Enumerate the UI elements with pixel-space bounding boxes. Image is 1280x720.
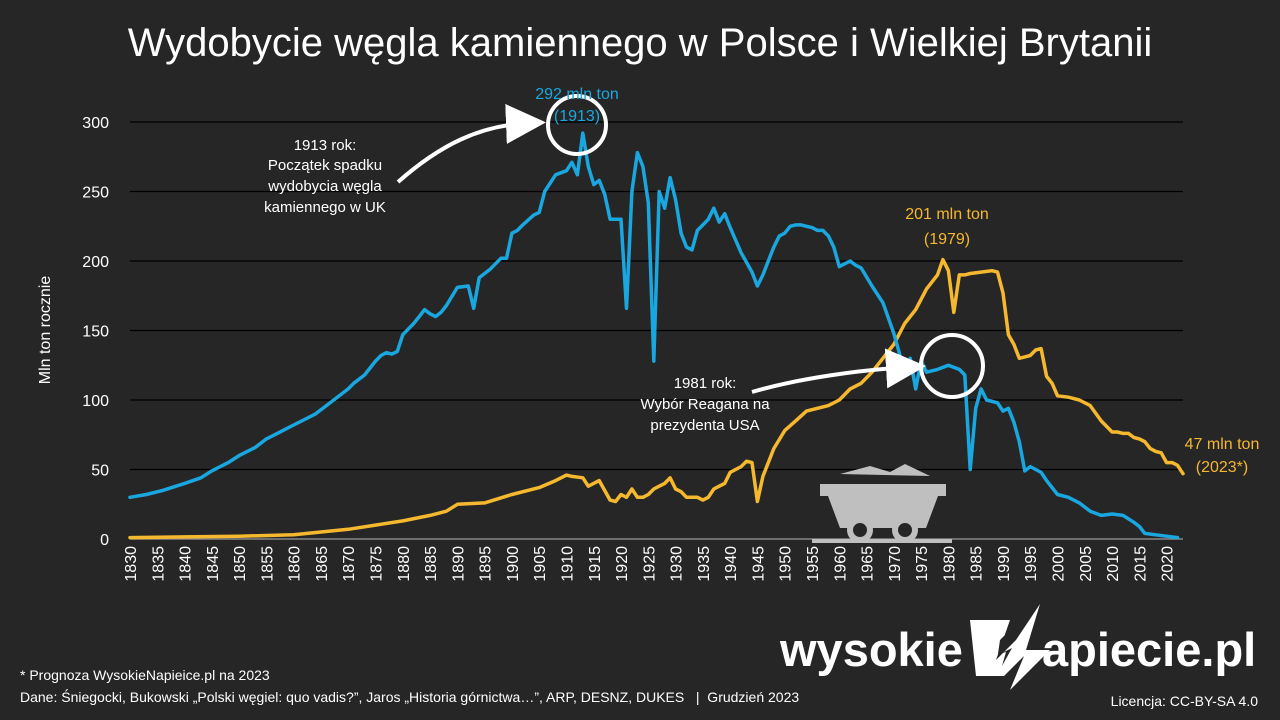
x-tick-label: 1845 xyxy=(205,546,222,582)
x-tick-label: 1980 xyxy=(941,546,958,582)
uk-peak-value: 292 mln ton xyxy=(535,86,619,103)
footer-license: Licencja: CC-BY-SA 4.0 xyxy=(1111,693,1259,709)
series-line-uk xyxy=(128,131,1180,540)
x-tick-label: 1955 xyxy=(805,546,822,582)
x-tick-label: 1905 xyxy=(532,546,549,582)
x-tick-label: 1945 xyxy=(750,546,767,582)
x-tick-label: 1940 xyxy=(723,546,740,582)
x-tick-label: 1930 xyxy=(669,546,686,582)
footer-forecast: * Prognoza WysokieNapieice.pl na 2023 xyxy=(20,667,270,683)
x-tick-label: 1970 xyxy=(887,546,904,582)
note-1913-line: kamiennego w UK xyxy=(264,199,386,216)
peak-1913-circle xyxy=(546,94,608,156)
chart-title: Wydobycie węgla kamiennego w Polsce i Wi… xyxy=(128,21,1153,65)
x-tick-label: 1835 xyxy=(150,546,167,582)
note-1981-line: prezydenta USA xyxy=(650,417,759,434)
y-tick-label: 200 xyxy=(82,254,109,271)
y-tick-label: 50 xyxy=(91,463,109,480)
note-1913-line: wydobycia węgla xyxy=(267,178,382,195)
footer-sources: Dane: Śniegocki, Bukowski „Polski węgiel… xyxy=(20,688,799,705)
y-tick-label: 100 xyxy=(82,393,109,410)
y-tick-label: 0 xyxy=(100,532,109,549)
x-tick-label: 1915 xyxy=(587,546,604,582)
x-tick-label: 1855 xyxy=(259,546,276,582)
x-tick-label: 1925 xyxy=(641,546,658,582)
x-tick-label: 1890 xyxy=(450,546,467,582)
x-tick-label: 1880 xyxy=(396,546,413,582)
arrow-1913 xyxy=(396,103,546,184)
x-tick-label: 1865 xyxy=(314,546,331,582)
x-tick-label: 1830 xyxy=(123,546,140,582)
brand-prefix: wysokie xyxy=(779,623,963,676)
x-tick-label: 1875 xyxy=(369,546,386,582)
pl-2023-value: 47 mln ton xyxy=(1185,436,1260,453)
arrow-1981 xyxy=(751,348,926,394)
series-line-pl xyxy=(128,257,1185,540)
x-tick-label: 1960 xyxy=(832,546,849,582)
pl-peak-value: 201 mln ton xyxy=(905,206,989,223)
x-tick-label: 2000 xyxy=(1051,546,1068,582)
note-1913-line: Początek spadku xyxy=(268,157,382,174)
lightning-n-logo xyxy=(970,604,1050,690)
x-tick-labels: 1830 1835 1840 1845 1850 1855 1860 1865 1870 1875… xyxy=(123,546,1177,582)
x-tick-label: 2010 xyxy=(1105,546,1122,582)
y-tick-labels: 0 50 100 150 200 250 300 xyxy=(82,115,109,549)
note-1913: 1913 rok: Początek spadku wydobycia węgl… xyxy=(264,137,386,216)
x-tick-label: 1870 xyxy=(341,546,358,582)
note-1981: 1981 rok: Wybór Reagana na prezydenta US… xyxy=(640,375,770,434)
note-1981-line: 1981 rok: xyxy=(674,375,737,392)
note-1981-line: Wybór Reagana na xyxy=(640,396,770,413)
x-tick-label: 1985 xyxy=(969,546,986,582)
x-tick-label: 1895 xyxy=(478,546,495,582)
x-tick-label: 2020 xyxy=(1160,546,1177,582)
x-tick-label: 1995 xyxy=(1023,546,1040,582)
x-tick-label: 1900 xyxy=(505,546,522,582)
pl-2023-year: (2023*) xyxy=(1196,459,1248,476)
x-tick-label: 1840 xyxy=(178,546,195,582)
x-tick-label: 1850 xyxy=(232,546,249,582)
x-tick-label: 1965 xyxy=(860,546,877,582)
x-tick-label: 1885 xyxy=(423,546,440,582)
data-series xyxy=(128,131,1185,540)
brand-suffix: apiecie.pl xyxy=(1042,623,1256,676)
x-tick-label: 1860 xyxy=(287,546,304,582)
y-tick-label: 150 xyxy=(82,324,109,341)
brand-logo: wysokie apiecie.pl xyxy=(779,604,1256,690)
x-tick-label: 1920 xyxy=(614,546,631,582)
y-axis-label: Mln ton rocznie xyxy=(37,276,54,385)
x-tick-label: 2015 xyxy=(1132,546,1149,582)
mine-cart-icon xyxy=(812,464,952,543)
note-1913-line: 1913 rok: xyxy=(294,137,357,154)
x-tick-label: 1975 xyxy=(914,546,931,582)
y-tick-label: 250 xyxy=(82,185,109,202)
x-tick-label: 2005 xyxy=(1078,546,1095,582)
x-tick-label: 1990 xyxy=(996,546,1013,582)
x-tick-label: 1910 xyxy=(559,546,576,582)
pl-peak-year: (1979) xyxy=(924,231,970,248)
uk-peak-year: (1913) xyxy=(554,108,600,125)
y-tick-label: 300 xyxy=(82,115,109,132)
x-tick-label: 1950 xyxy=(778,546,795,582)
x-tick-label: 1935 xyxy=(696,546,713,582)
